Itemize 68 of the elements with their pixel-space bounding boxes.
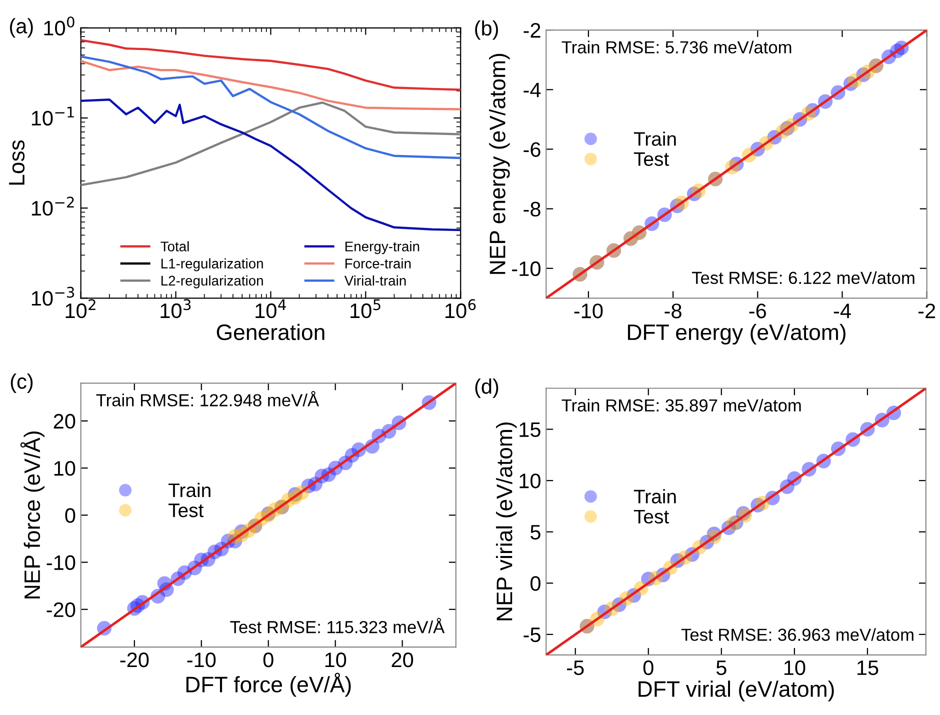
y-axis-title: Loss: [9, 140, 25, 185]
annotation: Train RMSE: 5.736 meV/atom: [562, 40, 792, 54]
legend-label: Total: [160, 241, 189, 252]
x-tick-label: 10: [784, 660, 806, 676]
annotation: Test RMSE: 36.963 meV/atom: [681, 628, 914, 641]
legend-label: Virial-train: [344, 275, 406, 286]
legend-label: L1-regularization: [161, 258, 263, 272]
x-tick-label: 10$^{2}$: [66, 299, 96, 318]
y-axis-title: NEP virial (eV/atom): [496, 422, 517, 620]
legend-label: Test: [634, 152, 669, 166]
chart-title: (b): [475, 20, 498, 40]
y-tick-label: -5: [524, 628, 540, 642]
x-tick-label: 20: [392, 652, 414, 668]
y-tick-label: 10$^{0}$: [44, 16, 74, 36]
y-tick-label: 5: [530, 525, 540, 540]
legend-label: Train: [634, 489, 676, 504]
legend-label: Energy-train: [345, 241, 420, 254]
x-tick-label: 10$^{5}$: [350, 299, 380, 318]
x-tick-label: 10: [325, 652, 346, 668]
x-tick-label: 10$^{3}$: [160, 299, 191, 318]
legend-label: L2-regularization: [161, 275, 263, 288]
x-tick-label: -4: [834, 304, 851, 318]
y-tick-label: 10$^{−1}$: [32, 106, 74, 126]
y-tick-label: 10$^{−2}$: [32, 196, 74, 216]
x-tick-label: 10$^{4}$: [256, 299, 286, 318]
legend-label: Train: [168, 482, 210, 498]
x-tick-label: -10: [187, 652, 216, 668]
x-axis-title: Generation: [216, 324, 324, 340]
y-tick-label: 15: [520, 422, 540, 438]
x-tick-label: -6: [749, 304, 766, 318]
x-tick-label: -10: [574, 304, 603, 318]
x-tick-label: 0: [263, 652, 274, 668]
x-axis-title: DFT virial (eV/atom): [638, 680, 834, 702]
y-tick-label: -8: [524, 202, 540, 217]
x-tick-label: 15: [857, 660, 878, 676]
x-axis-title: DFT energy (eV/atom): [628, 324, 846, 345]
x-axis-title: DFT force (eV/Å): [186, 672, 351, 697]
y-axis-title: NEP force (eV/Å): [20, 432, 44, 598]
y-tick-label: -2: [524, 23, 540, 38]
x-tick-label: 0: [643, 660, 654, 676]
y-tick-label: -20: [46, 602, 76, 618]
y-tick-label: -4: [524, 82, 541, 98]
legend-label: Train: [634, 132, 676, 146]
y-tick-label: 0: [65, 508, 76, 523]
y-axis-title: NEP energy (eV/atom): [489, 54, 510, 274]
annotation: Train RMSE: 122.948 meV/Å: [96, 390, 320, 406]
x-tick-label: -5: [567, 660, 584, 676]
y-tick-label: -10: [512, 261, 540, 276]
legend-label: Force-train: [345, 258, 411, 268]
y-tick-label: 10: [54, 461, 76, 476]
y-tick-label: -6: [524, 142, 540, 157]
x-tick-label: 5: [716, 660, 726, 676]
x-tick-label: 10$^{6}$: [446, 299, 476, 318]
chart-title: (a): [10, 18, 33, 38]
annotation: Test RMSE: 6.122 meV/atom: [692, 271, 914, 284]
y-tick-label: -10: [46, 555, 76, 570]
annotation: Test RMSE: 115.323 meV/Å: [230, 618, 445, 634]
x-tick-label: -2: [918, 304, 936, 318]
x-tick-label: -8: [664, 304, 682, 318]
chart-title: (d): [475, 378, 498, 398]
y-tick-label: 10: [520, 474, 540, 488]
y-tick-label: 0: [530, 576, 540, 591]
x-tick-label: -20: [120, 652, 149, 668]
y-tick-label: 20: [54, 414, 76, 429]
legend-label: Test: [168, 504, 204, 518]
legend-label: Test: [634, 510, 669, 524]
annotation: Train RMSE: 35.897 meV/atom: [562, 398, 801, 412]
chart-title: (c): [10, 374, 33, 393]
